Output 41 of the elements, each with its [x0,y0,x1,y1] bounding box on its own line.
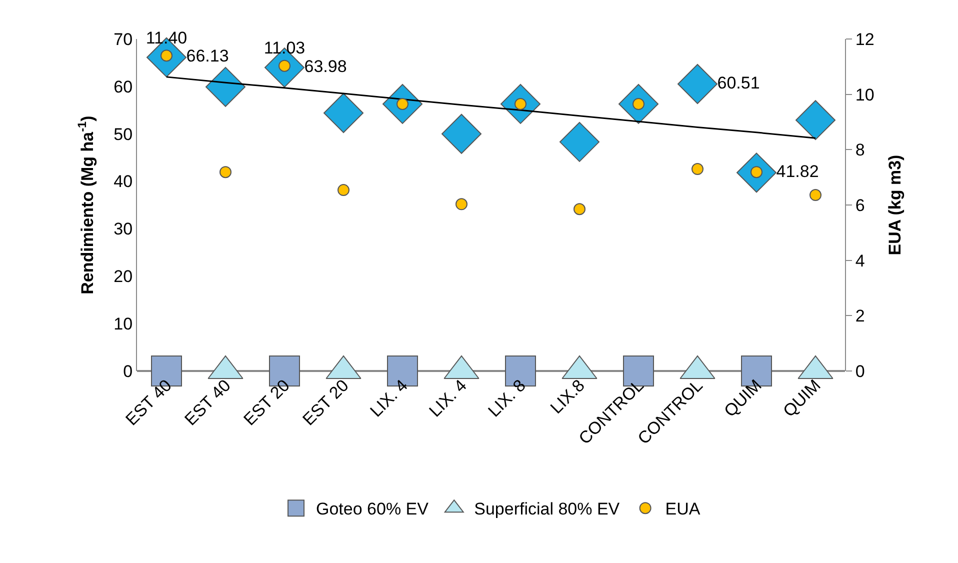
data-label: 11.40 [146,28,188,48]
point [324,92,364,133]
line-series [166,76,816,139]
point [338,184,350,196]
y-tick-label: 50 [114,124,133,144]
point [796,100,836,140]
data-label: 66.13 [186,46,229,66]
point [206,66,246,107]
point [678,64,718,104]
point [574,203,586,216]
point [810,189,822,202]
point [692,163,704,176]
data-label: 41.82 [776,162,819,181]
y-tick-label: 0 [123,362,133,381]
y-tick-label: 30 [114,220,133,239]
point [220,166,232,178]
y2-tick-label: 8 [855,140,865,160]
data-label: 11.03 [264,38,306,58]
y2-tick-label: 2 [855,306,865,326]
y-tick-label: 70 [114,30,133,49]
data-label: 63.98 [304,56,347,76]
y2-tick-label: 12 [855,30,874,49]
y-tick-label: 20 [114,267,133,286]
y-tick-label: 60 [114,77,133,96]
x-tick-label: LIX. 4 [366,376,412,421]
y2-tick-label: 0 [855,362,865,381]
point [560,122,600,162]
legend-label: Goteo 60% EV [316,500,430,519]
point [456,198,468,210]
x-tick-label: LIX. 8 [484,376,530,421]
y2-tick-label: 10 [855,85,874,104]
legend-label: Superficial 80% EV [474,500,620,519]
y-tick-label: 10 [114,314,133,334]
y2-tick-label: 6 [855,196,865,215]
x-tick-label: LIX. 4 [425,376,470,421]
y-tick-label: 40 [114,172,133,192]
data-label: 60.51 [717,73,760,92]
legend-label: EUA [665,500,701,519]
y2-axis-title: EUA (kg m3) [886,154,905,256]
y2-tick-label: 4 [855,251,865,270]
point [442,114,482,154]
